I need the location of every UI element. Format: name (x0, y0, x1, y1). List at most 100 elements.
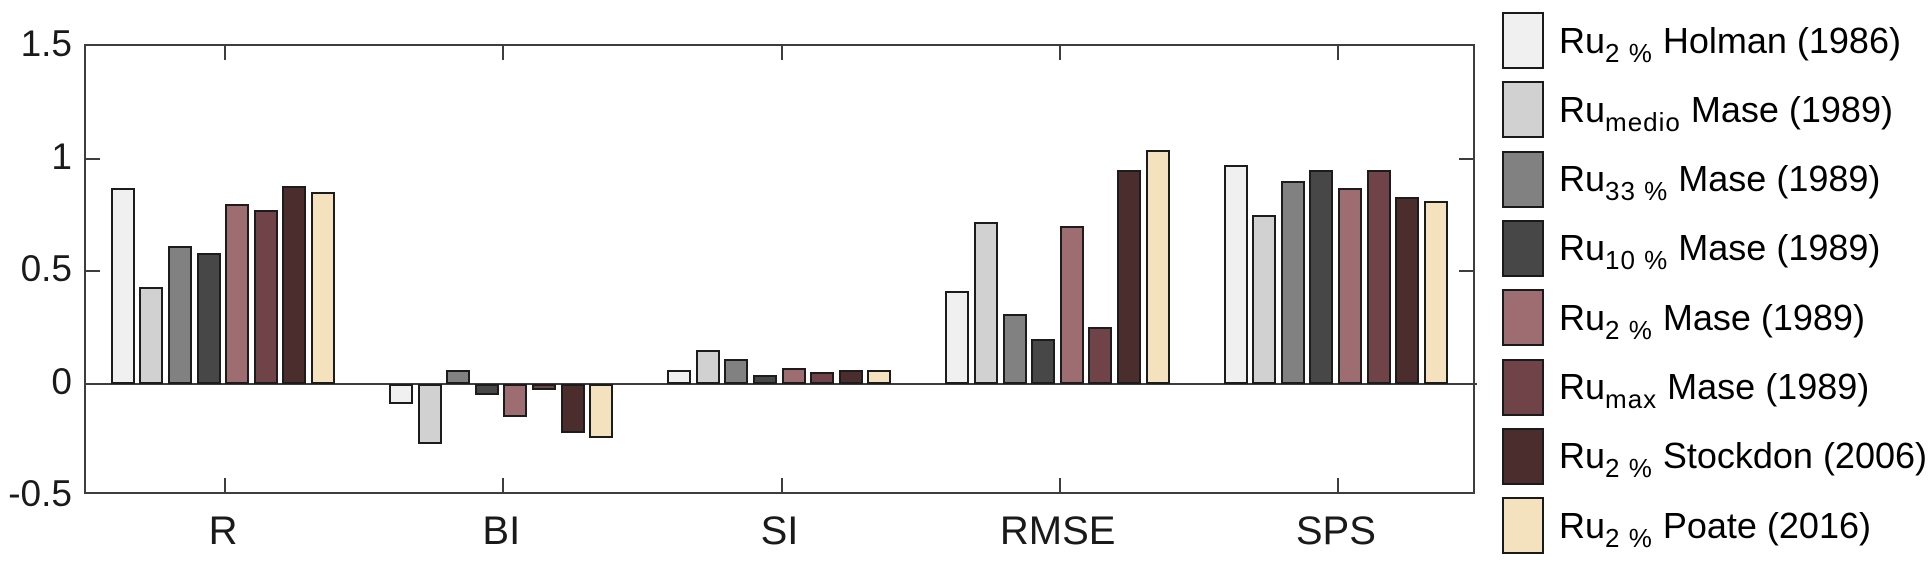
bar-r-series2 (139, 286, 164, 384)
bar-bi-series7 (560, 383, 585, 433)
x-tick-top (1058, 46, 1061, 60)
bar-r-series3 (167, 246, 192, 384)
bar-si-series4 (752, 374, 777, 384)
y-axis-label-1p5: 1.5 (20, 23, 72, 64)
bar-sps-series4 (1309, 169, 1334, 384)
legend-entry-3: Ru33 % Mase (1989) (1502, 150, 1881, 208)
x-axis-label-bi: BI (482, 509, 521, 553)
legend: Ru2 % Holman (1986) Rumedio Mase (1989) Ru… (1502, 0, 1929, 573)
legend-label-3: Ru33 % Mase (1989) (1559, 158, 1881, 207)
bar-rmse-series3 (1002, 313, 1027, 384)
bar-bi-series8 (589, 383, 614, 438)
bar-bi-series6 (531, 383, 556, 391)
y-tick-right (1459, 157, 1473, 160)
bar-sps-series8 (1423, 201, 1448, 384)
legend-swatch-4 (1502, 219, 1544, 277)
y-axis-label-0p5: 0.5 (20, 248, 72, 289)
bar-rmse-series2 (973, 221, 998, 384)
bar-rmse-series4 (1031, 338, 1056, 384)
x-axis-label-si: SI (760, 509, 799, 553)
y-axis-label-1: 1 (51, 135, 72, 177)
bar-sps-series6 (1366, 169, 1391, 384)
bar-sps-series2 (1252, 214, 1277, 384)
legend-label-subscript: 10 % (1605, 245, 1669, 276)
bar-sps-series3 (1280, 181, 1305, 384)
bar-si-series7 (838, 370, 863, 384)
legend-entry-8: Ru2 % Poate (2016) (1502, 497, 1871, 555)
y-axis-label-0: 0 (51, 360, 72, 402)
x-tick-top (1336, 46, 1339, 60)
legend-entry-7: Ru2 % Stockdon (2006) (1502, 427, 1928, 485)
legend-swatch-2 (1502, 81, 1544, 139)
x-tick-bottom (780, 478, 783, 492)
legend-label-subscript: 2 % (1605, 314, 1653, 345)
bar-rmse-series7 (1116, 169, 1141, 384)
legend-label-subscript: medio (1605, 106, 1681, 137)
legend-swatch-8 (1502, 497, 1544, 555)
bar-bi-series2 (417, 383, 442, 445)
legend-label-subscript: 2 % (1605, 522, 1653, 553)
x-axis-label-rmse: RMSE (999, 509, 1116, 553)
legend-label-6: Rumax Mase (1989) (1559, 366, 1870, 414)
legend-label-subscript: 2 % (1605, 37, 1653, 68)
legend-label-1: Ru2 % Holman (1986) (1559, 19, 1901, 68)
plot-area (84, 44, 1477, 494)
bar-sps-series1 (1223, 165, 1248, 384)
legend-label-2: Rumedio Mase (1989) (1559, 88, 1893, 137)
x-tick-bottom (502, 478, 505, 492)
legend-entry-5: Ru2 % Mase (1989) (1502, 289, 1865, 347)
legend-label-subscript: 2 % (1605, 453, 1653, 484)
legend-entry-2: Rumedio Mase (1989) (1502, 81, 1893, 139)
bar-rmse-series5 (1059, 226, 1084, 384)
x-tick-bottom (224, 478, 227, 492)
bar-bi-series3 (446, 370, 471, 384)
y-tick-left (86, 270, 100, 272)
bar-rmse-series6 (1088, 327, 1113, 384)
legend-swatch-5 (1502, 289, 1544, 347)
y-axis-label--0p5: -0.5 (8, 473, 72, 514)
bar-si-series5 (781, 367, 806, 384)
bar-si-series8 (867, 370, 892, 384)
y-tick-left (86, 157, 100, 160)
legend-label-4: Ru10 % Mase (1989) (1559, 227, 1881, 276)
bar-r-series4 (196, 253, 221, 384)
legend-entry-6: Rumax Mase (1989) (1502, 358, 1870, 416)
bar-si-series2 (695, 349, 720, 384)
x-tick-bottom (1058, 478, 1061, 492)
legend-label-5: Ru2 % Mase (1989) (1559, 296, 1865, 345)
legend-label-subscript: 33 % (1605, 176, 1669, 207)
bar-r-series1 (110, 187, 135, 384)
bar-sps-series7 (1395, 196, 1420, 384)
bar-rmse-series8 (1145, 149, 1170, 384)
bar-bi-series4 (474, 383, 499, 395)
bar-si-series1 (667, 370, 692, 384)
bar-si-series6 (810, 372, 835, 384)
zero-baseline (86, 382, 1477, 385)
x-axis-label-r: R (208, 509, 238, 553)
legend-label-subscript: max (1605, 384, 1658, 414)
bar-r-series8 (310, 192, 335, 384)
legend-swatch-3 (1502, 150, 1544, 208)
bar-r-series5 (225, 203, 250, 384)
legend-label-8: Ru2 % Poate (2016) (1559, 504, 1871, 553)
legend-label-7: Ru2 % Stockdon (2006) (1559, 435, 1928, 484)
legend-entry-4: Ru10 % Mase (1989) (1502, 219, 1881, 277)
bar-r-series6 (253, 210, 278, 384)
bar-sps-series5 (1337, 187, 1362, 384)
legend-entry-1: Ru2 % Holman (1986) (1502, 12, 1901, 69)
x-axis-label-sps: SPS (1295, 509, 1376, 553)
x-tick-top (502, 46, 505, 60)
legend-swatch-6 (1502, 358, 1544, 416)
bar-rmse-series1 (945, 291, 970, 384)
x-tick-bottom (1336, 478, 1339, 492)
bar-bi-series5 (503, 383, 528, 418)
bar-bi-series1 (388, 383, 413, 404)
bar-si-series3 (724, 358, 749, 384)
x-tick-top (780, 46, 783, 60)
legend-swatch-7 (1502, 427, 1544, 485)
bar-r-series7 (282, 185, 307, 384)
x-tick-top (224, 46, 227, 60)
legend-swatch-1 (1502, 12, 1544, 69)
y-tick-right (1459, 270, 1473, 272)
